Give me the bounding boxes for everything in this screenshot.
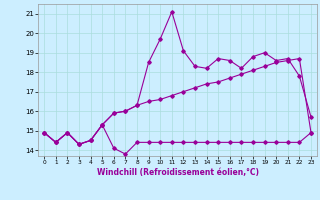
X-axis label: Windchill (Refroidissement éolien,°C): Windchill (Refroidissement éolien,°C) xyxy=(97,168,259,177)
